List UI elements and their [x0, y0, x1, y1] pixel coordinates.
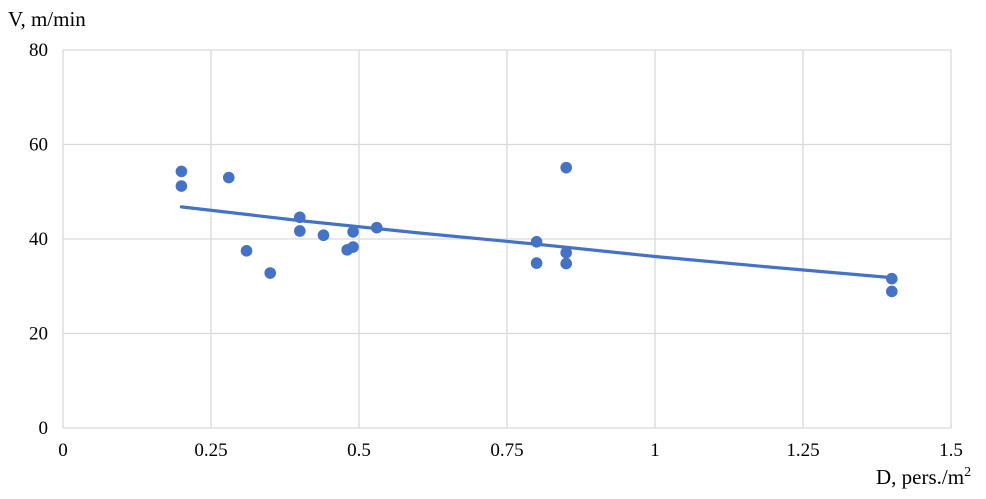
- data-point: [222, 171, 235, 184]
- x-axis-title-superscript: 2: [964, 465, 971, 480]
- data-point: [317, 229, 330, 242]
- tick-labels: 0 20 40 60 80 0 0.25 0.5 0.75 1 1.25 1.5: [29, 40, 963, 461]
- data-point: [294, 211, 306, 224]
- data-point: [175, 180, 188, 192]
- y-tick-label: 60: [29, 135, 48, 156]
- data-point: [560, 246, 572, 259]
- x-axis-title-main: D, pers./m: [876, 465, 964, 489]
- data-point: [560, 161, 572, 174]
- x-tick-label: 1: [650, 440, 660, 461]
- grid: [62, 49, 952, 429]
- data-point: [347, 241, 359, 253]
- x-tick-label: 0.75: [490, 440, 523, 461]
- data-points: [175, 161, 898, 298]
- y-tick-label: 0: [39, 418, 49, 439]
- data-point: [886, 272, 898, 285]
- data-point: [175, 165, 188, 178]
- y-axis-title: V, m/min: [8, 7, 86, 31]
- data-point: [294, 225, 306, 237]
- x-tick-label: 0.25: [194, 440, 227, 461]
- y-tick-label: 80: [29, 40, 48, 61]
- data-point: [560, 257, 572, 270]
- data-point: [886, 285, 898, 298]
- data-point: [530, 236, 543, 248]
- x-tick-label: 1.5: [939, 440, 963, 461]
- y-tick-label: 20: [29, 324, 48, 345]
- x-axis-title: D, pers./m2: [876, 465, 971, 489]
- data-point: [240, 245, 253, 257]
- data-point: [264, 267, 277, 279]
- data-point: [530, 257, 543, 269]
- x-tick-label: 0.5: [347, 440, 371, 461]
- data-point: [370, 221, 383, 234]
- data-point: [347, 226, 359, 238]
- y-tick-label: 40: [29, 229, 48, 250]
- x-tick-label: 0: [58, 440, 68, 461]
- x-tick-label: 1.25: [786, 440, 819, 461]
